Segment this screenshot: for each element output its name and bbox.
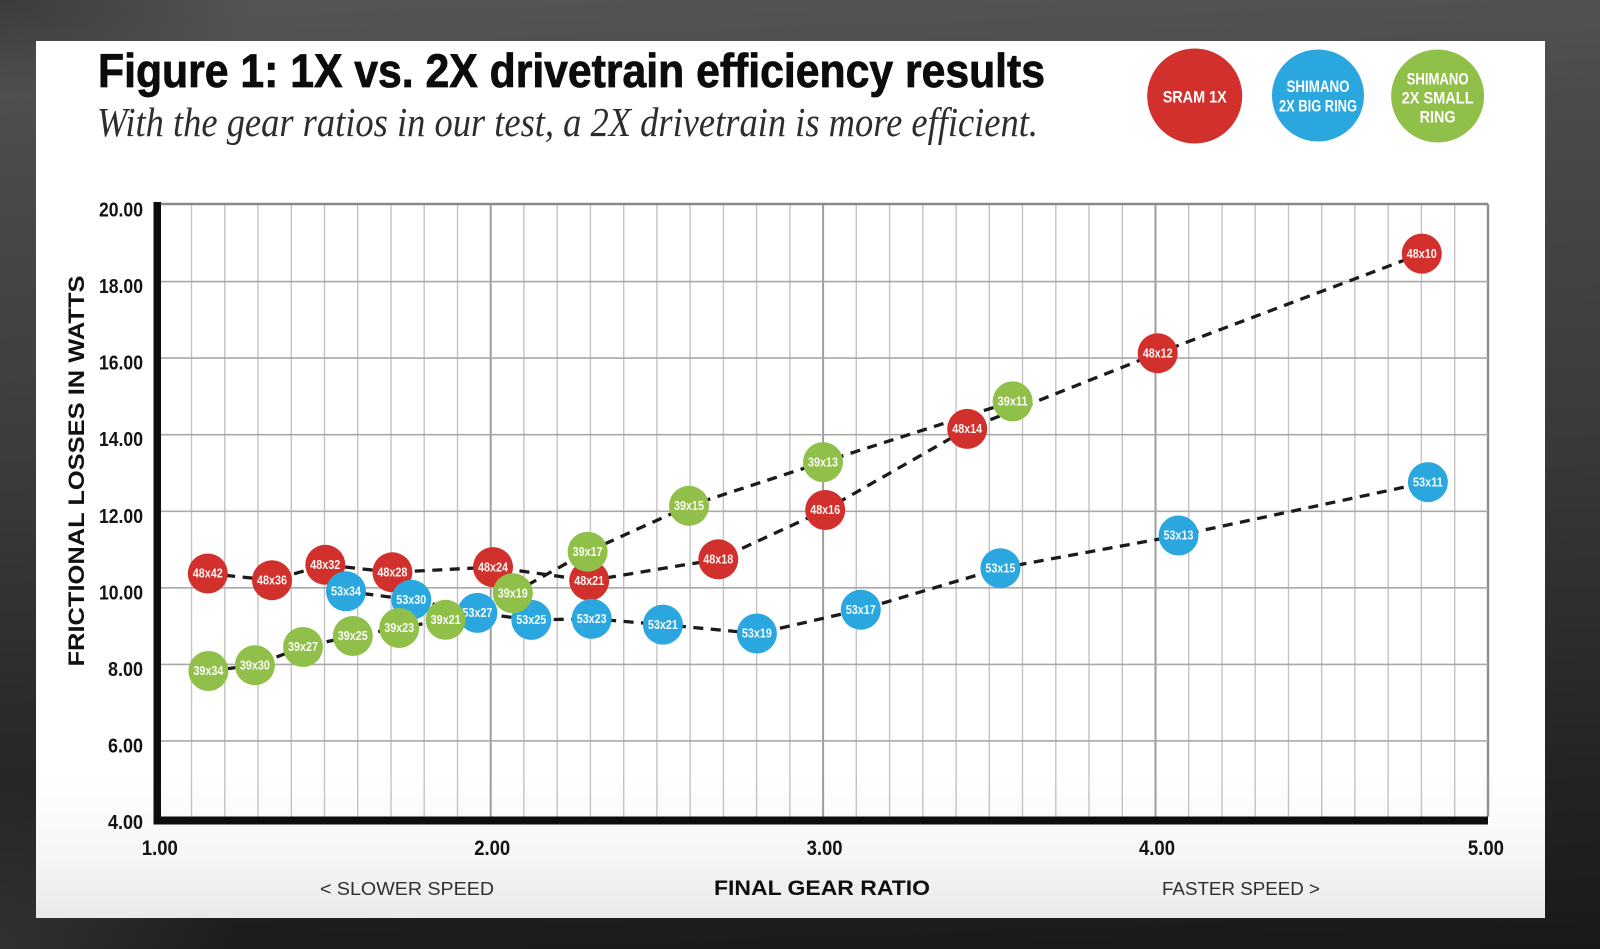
svg-text:2X SMALL: 2X SMALL (1402, 90, 1474, 108)
svg-text:53x25: 53x25 (516, 613, 546, 627)
svg-text:53x27: 53x27 (462, 606, 492, 620)
svg-text:FINAL GEAR RATIO: FINAL GEAR RATIO (714, 877, 930, 900)
svg-text:14.00: 14.00 (99, 429, 143, 451)
svg-text:48x21: 48x21 (574, 574, 604, 588)
svg-text:10.00: 10.00 (99, 582, 143, 604)
svg-text:6.00: 6.00 (108, 735, 143, 757)
svg-text:39x11: 39x11 (998, 395, 1028, 409)
svg-text:2.00: 2.00 (474, 837, 510, 860)
svg-text:SRAM 1X: SRAM 1X (1163, 88, 1227, 106)
svg-text:39x30: 39x30 (240, 658, 270, 672)
svg-text:48x36: 48x36 (257, 573, 287, 587)
svg-text:39x25: 39x25 (338, 629, 368, 643)
svg-text:48x32: 48x32 (310, 558, 340, 572)
svg-text:SHIMANO: SHIMANO (1287, 78, 1350, 96)
svg-text:39x23: 39x23 (384, 621, 414, 635)
svg-text:48x12: 48x12 (1143, 346, 1173, 360)
svg-text:48x16: 48x16 (810, 503, 840, 517)
svg-text:16.00: 16.00 (99, 353, 143, 375)
svg-text:48x42: 48x42 (193, 567, 223, 581)
svg-text:FRICTIONAL LOSSES IN WATTS: FRICTIONAL LOSSES IN WATTS (64, 276, 89, 667)
svg-text:3.00: 3.00 (807, 837, 843, 860)
svg-text:53x23: 53x23 (577, 612, 607, 626)
svg-text:18.00: 18.00 (99, 276, 143, 298)
svg-text:53x11: 53x11 (1413, 475, 1443, 489)
svg-text:FASTER SPEED >: FASTER SPEED > (1162, 878, 1320, 899)
svg-text:53x21: 53x21 (648, 618, 678, 632)
svg-text:20.00: 20.00 (99, 200, 143, 222)
svg-text:53x17: 53x17 (846, 603, 876, 617)
svg-text:53x34: 53x34 (331, 585, 361, 599)
svg-text:8.00: 8.00 (108, 659, 143, 681)
svg-text:39x19: 39x19 (498, 586, 528, 600)
svg-text:39x27: 39x27 (288, 640, 318, 654)
svg-text:53x13: 53x13 (1164, 529, 1194, 543)
svg-text:2X BIG RING: 2X BIG RING (1279, 98, 1357, 116)
svg-text:12.00: 12.00 (99, 506, 143, 528)
svg-text:48x10: 48x10 (1407, 247, 1437, 261)
svg-text:48x24: 48x24 (478, 560, 508, 574)
svg-text:Figure 1: 1X vs. 2X drivetrain: Figure 1: 1X vs. 2X drivetrain efficienc… (98, 44, 1045, 97)
svg-text:1.00: 1.00 (142, 837, 178, 860)
svg-text:RING: RING (1420, 109, 1456, 127)
svg-text:53x30: 53x30 (396, 593, 426, 607)
svg-text:48x28: 48x28 (377, 566, 407, 580)
svg-text:53x19: 53x19 (742, 627, 772, 641)
svg-text:4.00: 4.00 (1139, 837, 1175, 860)
svg-text:SHIMANO: SHIMANO (1407, 71, 1469, 89)
svg-text:< SLOWER SPEED: < SLOWER SPEED (320, 878, 494, 899)
svg-text:39x17: 39x17 (573, 545, 603, 559)
svg-text:39x15: 39x15 (674, 499, 704, 513)
svg-text:4.00: 4.00 (108, 812, 143, 834)
svg-text:5.00: 5.00 (1468, 837, 1504, 860)
svg-text:39x13: 39x13 (808, 455, 838, 469)
svg-text:48x18: 48x18 (703, 553, 733, 567)
svg-text:39x34: 39x34 (193, 664, 223, 678)
svg-text:With the gear ratios in our te: With the gear ratios in our test, a 2X d… (97, 99, 1038, 145)
svg-text:39x21: 39x21 (431, 613, 461, 627)
svg-text:48x14: 48x14 (952, 422, 982, 436)
svg-text:53x15: 53x15 (985, 561, 1015, 575)
